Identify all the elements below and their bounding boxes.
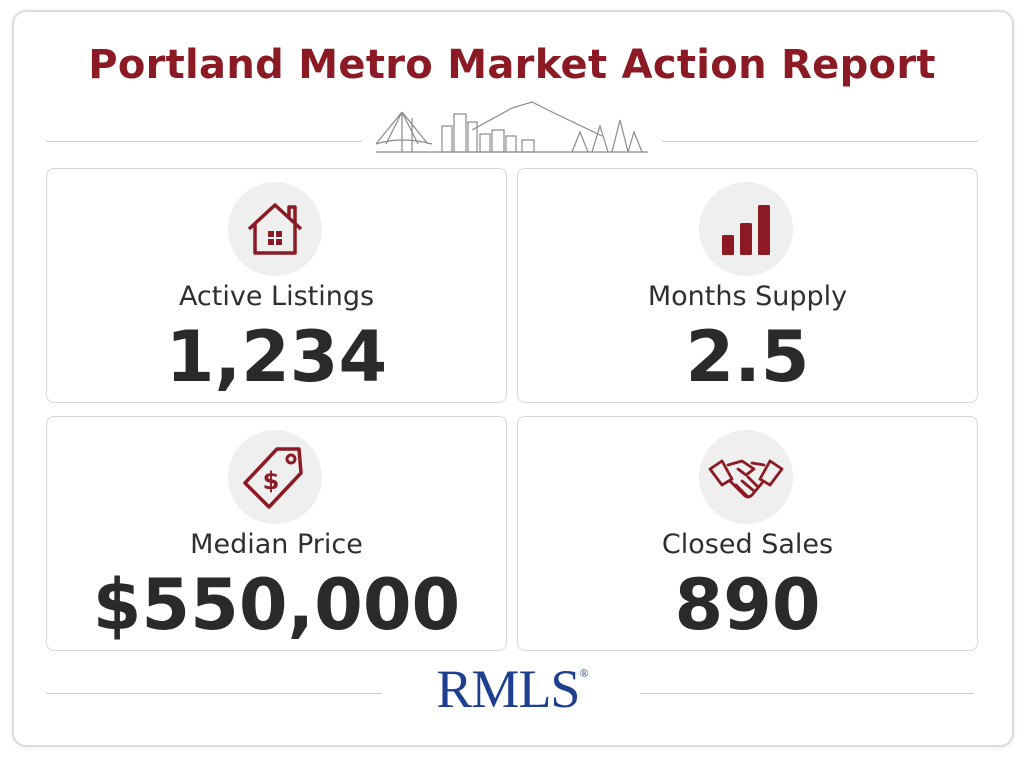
rmls-logo: RMLS® [412, 658, 612, 720]
house-icon [228, 182, 322, 276]
price-tag-icon: $ [228, 430, 322, 524]
logo-text: RMLS [436, 659, 580, 719]
metric-value: 2.5 [685, 316, 810, 398]
metric-value: 890 [674, 564, 821, 646]
metric-card: $ Median Price $550,000 [46, 416, 507, 651]
divider [662, 141, 978, 142]
metric-card: Active Listings 1,234 [46, 168, 507, 403]
metric-label: Active Listings [178, 281, 375, 312]
registered-mark: ® [579, 666, 588, 680]
metric-label: Median Price [190, 529, 363, 560]
skyline-illustration [375, 101, 648, 153]
divider [640, 693, 974, 694]
metric-value: $550,000 [92, 564, 461, 646]
metric-card: Months Supply 2.5 [517, 168, 978, 403]
divider [46, 141, 362, 142]
metric-card: Closed Sales 890 [517, 416, 978, 651]
divider [46, 693, 382, 694]
metric-value: 1,234 [165, 316, 388, 398]
svg-text:$: $ [263, 467, 280, 495]
metric-label: Closed Sales [661, 529, 834, 560]
handshake-icon [699, 430, 793, 524]
report-title: Portland Metro Market Action Report [88, 42, 936, 88]
metric-label: Months Supply [647, 281, 848, 312]
bar-chart-icon [699, 182, 793, 276]
